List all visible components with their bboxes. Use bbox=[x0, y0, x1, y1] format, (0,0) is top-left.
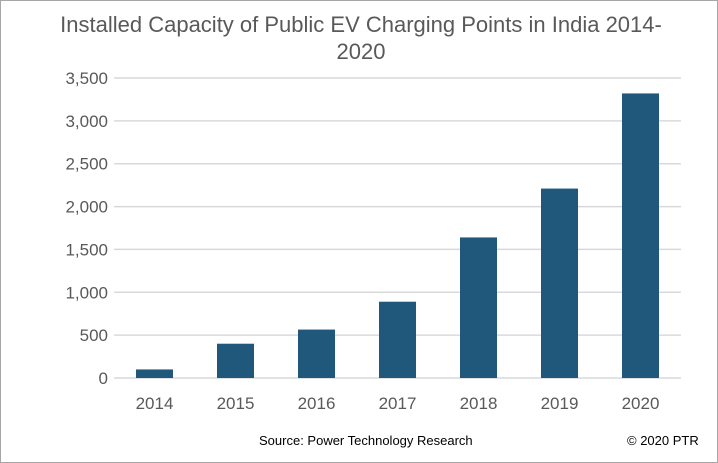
bar-2018 bbox=[460, 237, 497, 378]
y-tick-label: 1,500 bbox=[65, 240, 108, 259]
y-tick-label: 0 bbox=[99, 369, 108, 388]
bar-2020 bbox=[622, 93, 659, 378]
x-tick-label: 2015 bbox=[217, 394, 255, 413]
y-tick-label: 500 bbox=[80, 326, 108, 345]
x-tick-label: 2014 bbox=[136, 394, 174, 413]
bar-2016 bbox=[298, 329, 335, 378]
y-tick-label: 3,000 bbox=[65, 112, 108, 131]
copyright-note: © 2020 PTR bbox=[627, 433, 699, 448]
source-note: Source: Power Technology Research bbox=[259, 433, 473, 448]
y-tick-label: 3,500 bbox=[65, 69, 108, 88]
x-tick-label: 2019 bbox=[541, 394, 579, 413]
bar-2015 bbox=[217, 343, 254, 378]
x-tick-label: 2016 bbox=[298, 394, 336, 413]
bar-2017 bbox=[379, 301, 416, 378]
chart-title: Installed Capacity of Public EV Charging… bbox=[60, 12, 662, 64]
x-tick-label: 2020 bbox=[622, 394, 660, 413]
bar-2014 bbox=[136, 369, 173, 378]
y-tick-label: 2,000 bbox=[65, 198, 108, 217]
bar-2019 bbox=[541, 188, 578, 378]
y-tick-label: 1,000 bbox=[65, 283, 108, 302]
x-tick-label: 2018 bbox=[460, 394, 498, 413]
x-tick-label: 2017 bbox=[379, 394, 417, 413]
y-tick-label: 2,500 bbox=[65, 155, 108, 174]
